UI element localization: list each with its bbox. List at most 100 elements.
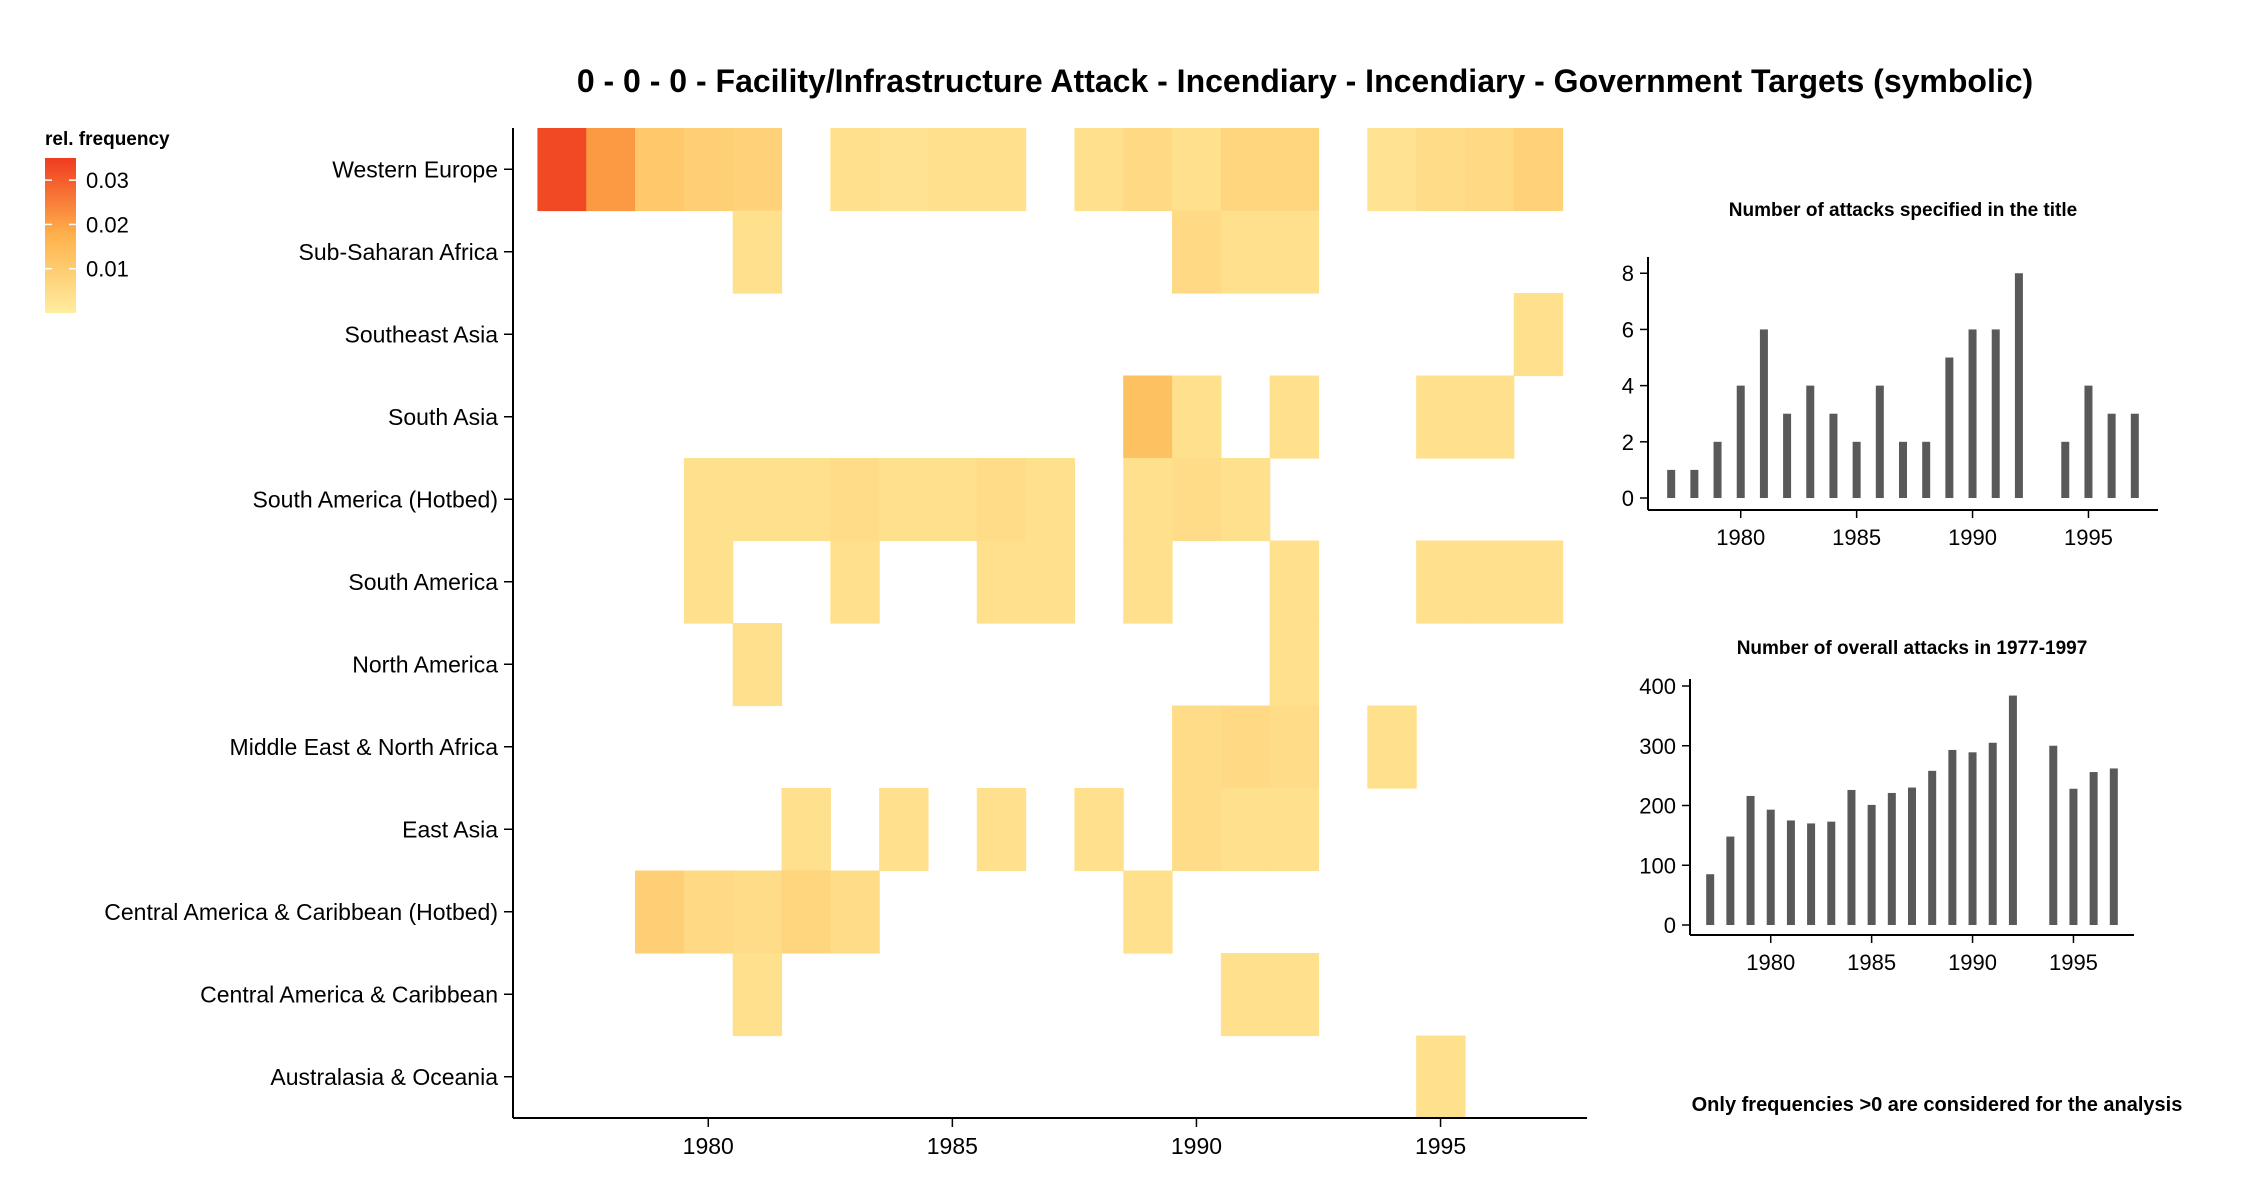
heatmap-cell <box>683 128 734 212</box>
bar <box>1786 820 1795 925</box>
y-tick-label: 200 <box>1639 794 1676 819</box>
x-tick-label: 1985 <box>1847 950 1896 975</box>
heatmap-cell <box>732 210 783 294</box>
bar <box>2008 695 2017 925</box>
bar <box>1887 792 1896 925</box>
bar <box>1667 469 1676 498</box>
bar <box>2069 788 2078 925</box>
heatmap-cell <box>830 128 880 212</box>
heatmap-cell <box>830 458 880 542</box>
bar <box>1807 823 1816 925</box>
heatmap-cell <box>635 128 685 212</box>
x-tick-label: 1995 <box>2049 950 2098 975</box>
heatmap-cell <box>1123 375 1173 459</box>
bar <box>1847 789 1856 925</box>
heatmap-cell <box>1074 788 1124 872</box>
heatmap-cell <box>732 458 783 542</box>
heatmap-cell <box>879 128 929 212</box>
heatmap-cell <box>1074 128 1124 212</box>
x-tick-label: 1995 <box>1415 1133 1466 1159</box>
heatmap-cell <box>1416 375 1466 459</box>
heatmap-cell <box>1220 128 1271 212</box>
heatmap-cell <box>1464 375 1515 459</box>
heatmap-cell <box>1123 128 1173 212</box>
bar <box>2130 413 2139 498</box>
heatmap-cell <box>1269 128 1320 212</box>
heatmap-cell <box>830 540 880 624</box>
heatmap-cell <box>732 128 783 212</box>
y-tick-label: 6 <box>1622 317 1634 342</box>
y-tick-label: 0 <box>1664 913 1676 938</box>
heatmap-cell <box>1172 705 1222 789</box>
heatmap-cell <box>586 128 636 212</box>
x-tick-label: 1980 <box>1746 950 1795 975</box>
bar <box>2107 413 2116 498</box>
y-tick-label: Southeast Asia <box>345 321 499 347</box>
heatmap-cell <box>1123 870 1173 954</box>
x-tick-label: 1995 <box>2064 525 2113 550</box>
heatmap-cell <box>1123 458 1173 542</box>
bar <box>1690 469 1699 498</box>
x-tick-label: 1990 <box>1171 1133 1222 1159</box>
bar <box>1852 441 1861 498</box>
heatmap-cell <box>732 623 783 707</box>
heatmap-cell <box>830 870 880 954</box>
heatmap-cell <box>927 458 978 542</box>
heatmap-cell <box>781 458 831 542</box>
y-tick-label: Central America & Caribbean <box>200 981 498 1007</box>
y-tick-label: South America <box>348 569 498 595</box>
y-tick-label: 400 <box>1639 674 1676 699</box>
page-title: 0 - 0 - 0 - Facility/Infrastructure Atta… <box>577 63 2033 99</box>
bar <box>2061 441 2070 498</box>
bar <box>1945 357 1954 498</box>
heatmap-cell <box>1220 788 1271 872</box>
heatmap-cell <box>976 540 1027 624</box>
legend-tick-label: 0.01 <box>86 257 129 282</box>
bar-chart-specified-attacks: Number of attacks specified in the title… <box>1622 200 2158 550</box>
heatmap-cell <box>1269 210 1320 294</box>
heatmap-cell <box>683 540 734 624</box>
heatmap-cell <box>1172 210 1222 294</box>
y-tick-label: North America <box>352 651 498 677</box>
bar <box>1827 821 1836 925</box>
legend-ticks: 0.03 0.02 0.01 <box>45 168 129 282</box>
heatmap-cell <box>781 788 831 872</box>
y-tick-label: 300 <box>1639 734 1676 759</box>
heatmap-cell <box>1513 293 1564 377</box>
heatmap-cell <box>1367 705 1417 789</box>
heatmap-cell <box>1172 375 1222 459</box>
x-tick-label: 1985 <box>927 1133 978 1159</box>
y-tick-label: 2 <box>1622 430 1634 455</box>
heatmap-cell <box>537 128 587 212</box>
heatmap-cell <box>1172 128 1222 212</box>
heatmap-cell <box>1123 540 1173 624</box>
bar <box>1726 836 1735 925</box>
heatmap-cell <box>683 458 734 542</box>
heatmap-cell <box>1416 1035 1466 1119</box>
heatmap-cell <box>879 458 929 542</box>
bar-chart-title: Number of attacks specified in the title <box>1729 200 2077 221</box>
heatmap-cell <box>1269 375 1320 459</box>
heatmap-cell <box>1269 705 1320 789</box>
heatmap-cell <box>635 870 685 954</box>
bar <box>1829 413 1838 498</box>
legend-tick-label: 0.02 <box>86 212 129 237</box>
x-tick-label: 1980 <box>683 1133 734 1159</box>
heatmap-cell <box>976 128 1027 212</box>
heatmap-cell <box>1220 953 1271 1037</box>
bar <box>1713 441 1722 498</box>
color-legend: rel. frequency 0.03 0.02 0.01 <box>45 129 170 313</box>
x-tick-label: 1985 <box>1832 525 1881 550</box>
y-tick-label: Middle East & North Africa <box>230 734 499 760</box>
y-tick-label: 4 <box>1622 374 1634 399</box>
heatmap-cell <box>1220 210 1271 294</box>
heatmap-panel: Western Europe Sub-Saharan Africa Southeas… <box>104 128 1587 1159</box>
heatmap-cell <box>976 788 1027 872</box>
heatmap-cell <box>927 128 978 212</box>
y-tick-label: South Asia <box>388 404 498 430</box>
y-tick-label: 100 <box>1639 853 1676 878</box>
y-tick-label: Australasia & Oceania <box>270 1064 498 1090</box>
heatmap-cell <box>1269 953 1320 1037</box>
y-tick-label: Central America & Caribbean (Hotbed) <box>104 899 498 925</box>
